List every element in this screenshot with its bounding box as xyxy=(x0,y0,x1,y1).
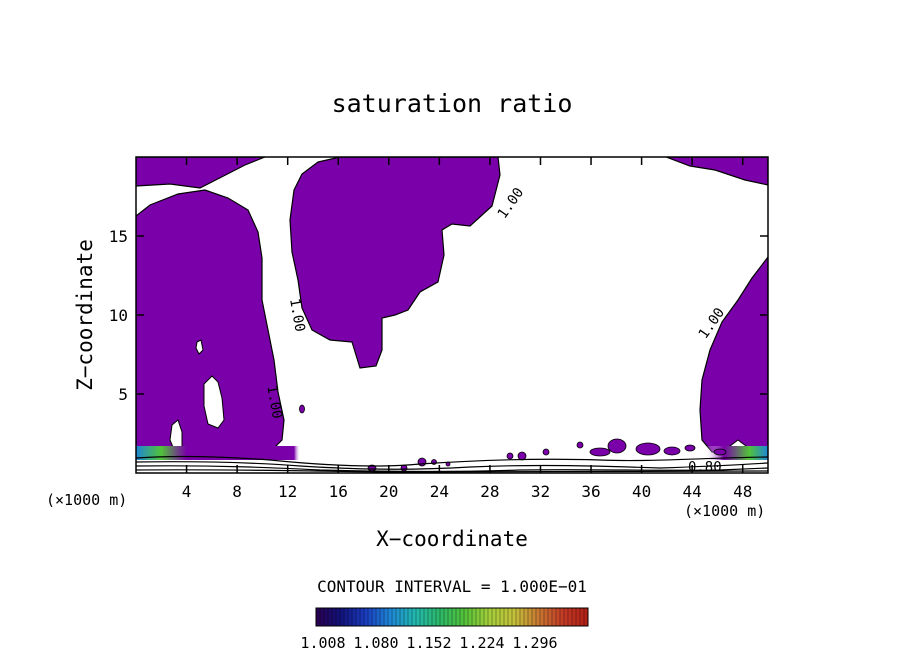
x-tick-label: 12 xyxy=(278,482,297,501)
chart-title: saturation ratio xyxy=(332,89,573,118)
x-tick-label: 8 xyxy=(232,482,242,501)
colorbar: 1.008 1.080 1.152 1.224 1.296 xyxy=(300,607,589,652)
ground-blobs xyxy=(299,404,727,472)
hole-left-3 xyxy=(195,339,204,355)
x-tick-label: 16 xyxy=(329,482,348,501)
colorbar-tick-label: 1.224 xyxy=(459,634,504,652)
contour-label: 1.00 xyxy=(263,384,285,420)
fill-region-top-right xyxy=(665,157,768,186)
x-tick-label: 44 xyxy=(683,482,702,501)
colorbar-tick-labels: 1.008 1.080 1.152 1.224 1.296 xyxy=(300,634,557,652)
colorbar-stripes xyxy=(319,608,585,626)
saturation-fill xyxy=(136,157,768,473)
fill-region-top-left xyxy=(136,157,266,189)
x-tick-label: 36 xyxy=(581,482,600,501)
contour-label: 1.00 xyxy=(286,297,308,333)
x-unit-left: (×1000 m) xyxy=(46,491,127,509)
y-tick-label: 10 xyxy=(109,306,128,325)
y-tick-label: 5 xyxy=(118,385,128,404)
x-tick-label: 48 xyxy=(733,482,752,501)
x-axis-title: X−coordinate xyxy=(376,527,528,551)
colorbar-tick-label: 1.008 xyxy=(300,634,345,652)
x-tick-label: 20 xyxy=(379,482,398,501)
x-unit-right: (×1000 m) xyxy=(684,502,765,520)
x-tick-label: 40 xyxy=(632,482,651,501)
ground-contours xyxy=(136,455,768,473)
y-tick-label: 15 xyxy=(109,227,128,246)
fill-region-center-block xyxy=(289,157,501,369)
x-tick-label: 4 xyxy=(182,482,192,501)
colorbar-tick-label: 1.152 xyxy=(406,634,451,652)
contour-label: 0.80 xyxy=(688,460,722,476)
y-axis: 5 10 15 xyxy=(109,227,768,404)
x-tick-label: 28 xyxy=(480,482,499,501)
contour-interval-label: CONTOUR INTERVAL = 1.000E−01 xyxy=(317,577,587,596)
y-axis-title: Z−coordinate xyxy=(73,239,97,391)
colorbar-tick-label: 1.080 xyxy=(353,634,398,652)
x-axis: 4 8 12 16 20 24 28 32 36 40 44 48 xyxy=(182,157,752,501)
colorbar-tick-label: 1.296 xyxy=(512,634,557,652)
hole-left-1 xyxy=(203,375,225,429)
fill-region-right-column xyxy=(699,256,768,457)
x-tick-label: 32 xyxy=(531,482,550,501)
x-tick-label: 24 xyxy=(430,482,449,501)
